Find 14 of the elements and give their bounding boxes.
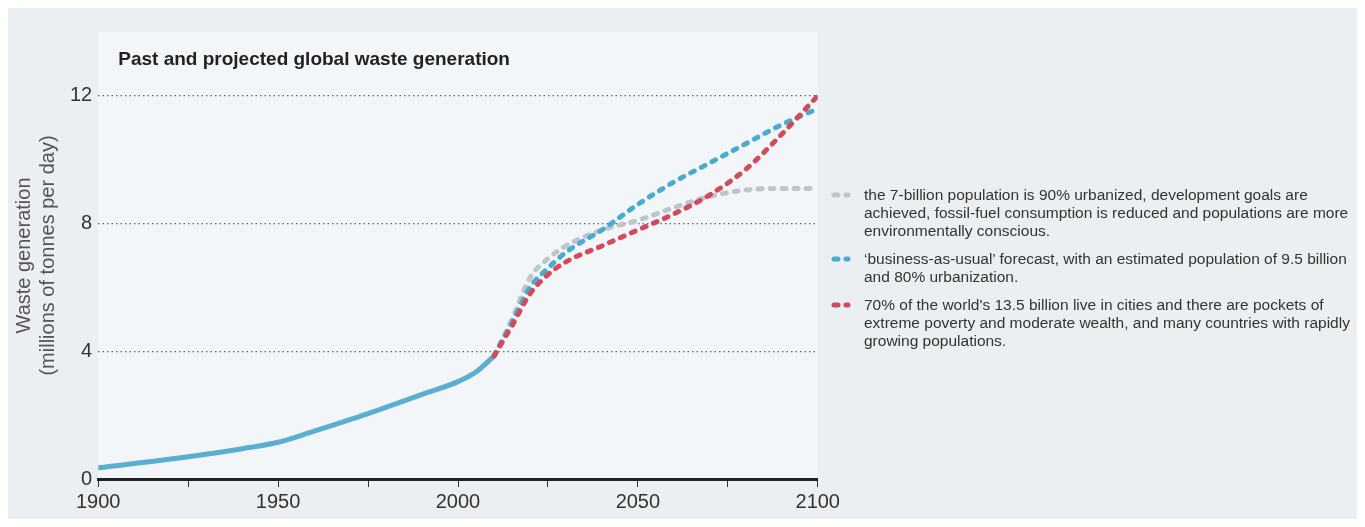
y-axis-title: Waste generation (millions of tonnes per day)	[11, 135, 58, 376]
legend-label: 70% of the world's 13.5 billion live in cities and there are pockets of extreme poverty and moderate wealth, and many countries with rapidly growing populations.	[864, 296, 1351, 350]
x-tick-label: 1900	[76, 489, 121, 512]
x-tick-label: 2000	[435, 489, 481, 512]
x-tick-label: 2100	[795, 489, 840, 512]
y-tick-label: 0	[81, 466, 93, 489]
y-tick-label: 12	[70, 83, 93, 106]
legend-label: the 7-billion population is 90% urbanized, development goals are achieved, fossil-fuel consumption is reduced and populations are more environmentally conscious.	[864, 186, 1350, 240]
x-tick-label: 2050	[615, 489, 661, 512]
legend-label: ‘business-as-usual’ forecast, with an estimated population of 9.5 billion and 80% urbanization.	[864, 250, 1348, 286]
x-tick-label: 1950	[255, 489, 301, 512]
y-tick-label: 4	[81, 338, 93, 361]
text: Past and projected global waste generation	[118, 47, 510, 69]
y-tick-label: 8	[81, 211, 93, 234]
